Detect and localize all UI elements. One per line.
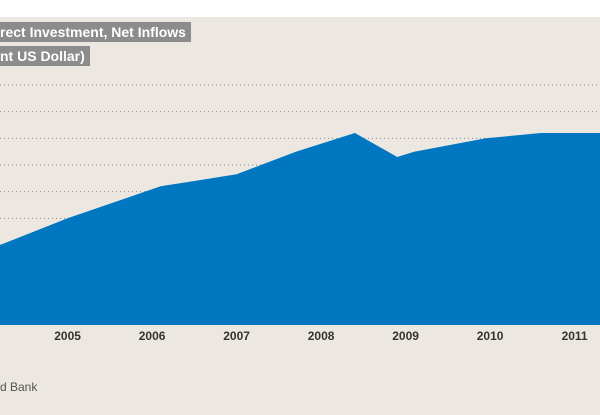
x-tick-label: 2006: [139, 329, 166, 343]
x-tick-label: 2007: [223, 329, 250, 343]
x-tick-label: 2011: [562, 329, 588, 343]
series-area: [0, 133, 600, 325]
x-tick-label: 2009: [392, 329, 419, 343]
x-tick-label: 2008: [308, 329, 335, 343]
x-tick-label: 2010: [477, 329, 504, 343]
chart-subtitle: nt US Dollar): [0, 46, 90, 66]
chart-title: rect Investment, Net Inflows: [0, 22, 191, 42]
source-note: d Bank: [0, 380, 38, 394]
x-tick-label: 2005: [54, 329, 81, 343]
x-axis-ticks: 2005 2006 2007 2008 2009 2010 2011: [54, 329, 588, 343]
